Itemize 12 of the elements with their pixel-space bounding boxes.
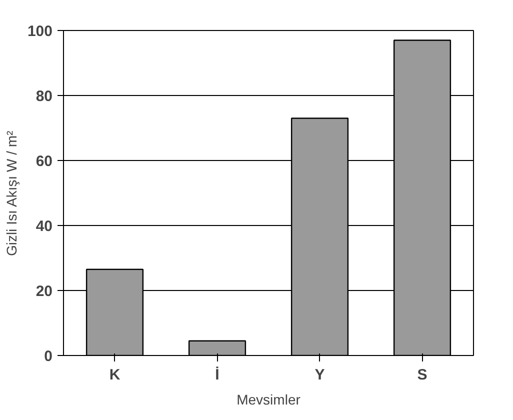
y-axis-title: Gizli Isı Akışı W / m² [3,130,20,256]
y-tick-label: 60 [36,153,53,170]
x-tick-label: S [417,366,428,384]
y-tick-label: 20 [36,283,53,300]
y-tick-label: 100 [27,23,53,40]
x-tick-label: İ [215,366,220,384]
y-tick-label: 0 [44,348,52,365]
y-tick-label: 80 [36,88,53,105]
x-tick-label: Y [314,366,325,384]
y-tick-label: 40 [36,218,53,235]
x-tick-label: K [109,366,120,384]
x-axis-title: Mevsimler [236,392,301,408]
